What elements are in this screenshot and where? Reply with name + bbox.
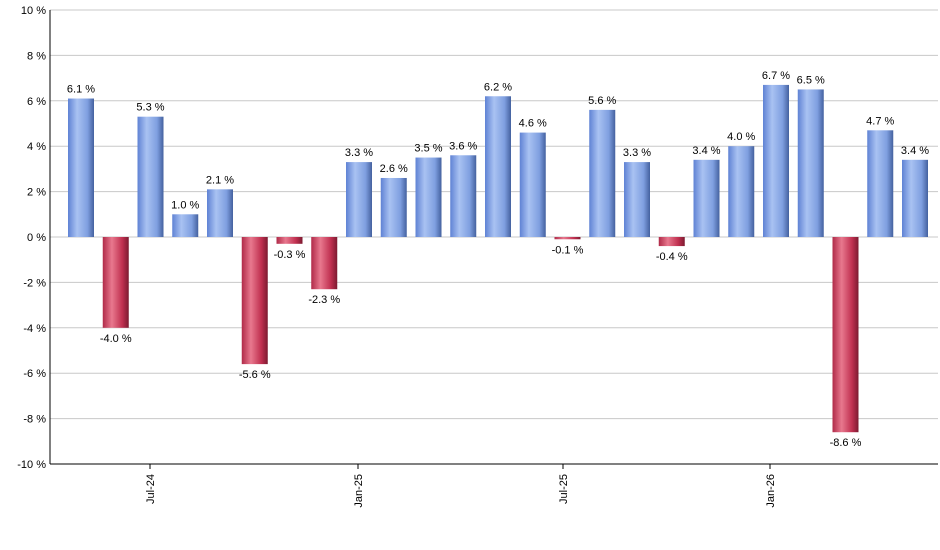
bar bbox=[832, 237, 859, 433]
data-label: 5.3 % bbox=[136, 102, 164, 114]
bar bbox=[415, 157, 442, 237]
data-label: -0.3 % bbox=[274, 249, 306, 261]
bar bbox=[485, 96, 511, 237]
data-labels: 6.1 % -4.0 % 5.3 % 1.0 % 2.1 % -5.6 % -0.3 % -2… bbox=[67, 70, 929, 449]
bars bbox=[68, 84, 928, 433]
data-label: -5.6 % bbox=[239, 369, 271, 381]
bar bbox=[380, 177, 407, 237]
data-label: 2.1 % bbox=[206, 174, 234, 186]
y-tick-label: -8 % bbox=[23, 414, 46, 426]
y-tick-label: 0 % bbox=[27, 232, 46, 244]
data-label: 1.0 % bbox=[171, 199, 199, 211]
y-tick-label: -2 % bbox=[23, 277, 46, 289]
data-label: 3.3 % bbox=[623, 147, 651, 159]
y-tick-label: 6 % bbox=[27, 96, 46, 108]
bar bbox=[346, 162, 372, 237]
bar bbox=[693, 159, 720, 237]
data-label: 6.2 % bbox=[484, 81, 512, 93]
x-tick-label: Jan-25 bbox=[353, 474, 365, 508]
data-label: 3.3 % bbox=[345, 147, 373, 159]
bar bbox=[902, 159, 928, 237]
bar bbox=[311, 237, 338, 290]
y-tick-label: 10 % bbox=[21, 5, 46, 17]
y-tick-label: 2 % bbox=[27, 187, 46, 199]
axes: 10 % 8 % 6 % 4 % 2 % 0 % -2 % -4 % -6 % -8 % -10 %… bbox=[17, 5, 938, 508]
x-tick-label: Jan-26 bbox=[765, 474, 777, 508]
y-tick-label: -6 % bbox=[23, 368, 46, 380]
data-label: 4.6 % bbox=[519, 118, 547, 130]
bar bbox=[589, 109, 616, 237]
bar bbox=[207, 189, 233, 237]
y-tick-label: 4 % bbox=[27, 141, 46, 153]
bar bbox=[797, 89, 824, 237]
y-tick-label: -4 % bbox=[23, 323, 46, 335]
data-label: 6.5 % bbox=[797, 74, 825, 86]
data-label: 5.6 % bbox=[588, 95, 616, 107]
data-label: 4.0 % bbox=[727, 131, 755, 143]
y-tick-label: 8 % bbox=[27, 50, 46, 62]
data-label: -0.4 % bbox=[656, 251, 688, 263]
data-label: 2.6 % bbox=[380, 163, 408, 175]
y-tick-label: -10 % bbox=[17, 459, 46, 471]
bar bbox=[68, 98, 94, 237]
data-label: 3.4 % bbox=[692, 145, 720, 157]
bar bbox=[867, 130, 894, 237]
x-tick-label: Jul-24 bbox=[145, 474, 157, 504]
data-label: 3.4 % bbox=[901, 145, 929, 157]
data-label: -0.1 % bbox=[552, 244, 584, 256]
data-label: 6.1 % bbox=[67, 84, 95, 96]
data-label: -8.6 % bbox=[830, 437, 862, 449]
bar bbox=[137, 116, 164, 237]
bar bbox=[102, 237, 129, 328]
x-tick-label: Jul-25 bbox=[558, 474, 570, 504]
data-label: 3.6 % bbox=[449, 140, 477, 152]
bar bbox=[276, 237, 303, 244]
data-label: -2.3 % bbox=[308, 294, 340, 306]
bar bbox=[241, 237, 268, 365]
data-label: 3.5 % bbox=[414, 143, 442, 155]
bar bbox=[554, 237, 581, 240]
bar bbox=[658, 237, 685, 247]
bar bbox=[763, 84, 789, 237]
bar bbox=[172, 214, 199, 237]
bar bbox=[450, 155, 477, 237]
data-label: 4.7 % bbox=[866, 115, 894, 127]
bar bbox=[519, 132, 546, 237]
bar bbox=[624, 162, 650, 237]
data-label: -4.0 % bbox=[100, 333, 132, 345]
bar bbox=[728, 146, 755, 237]
data-label: 6.7 % bbox=[762, 70, 790, 82]
